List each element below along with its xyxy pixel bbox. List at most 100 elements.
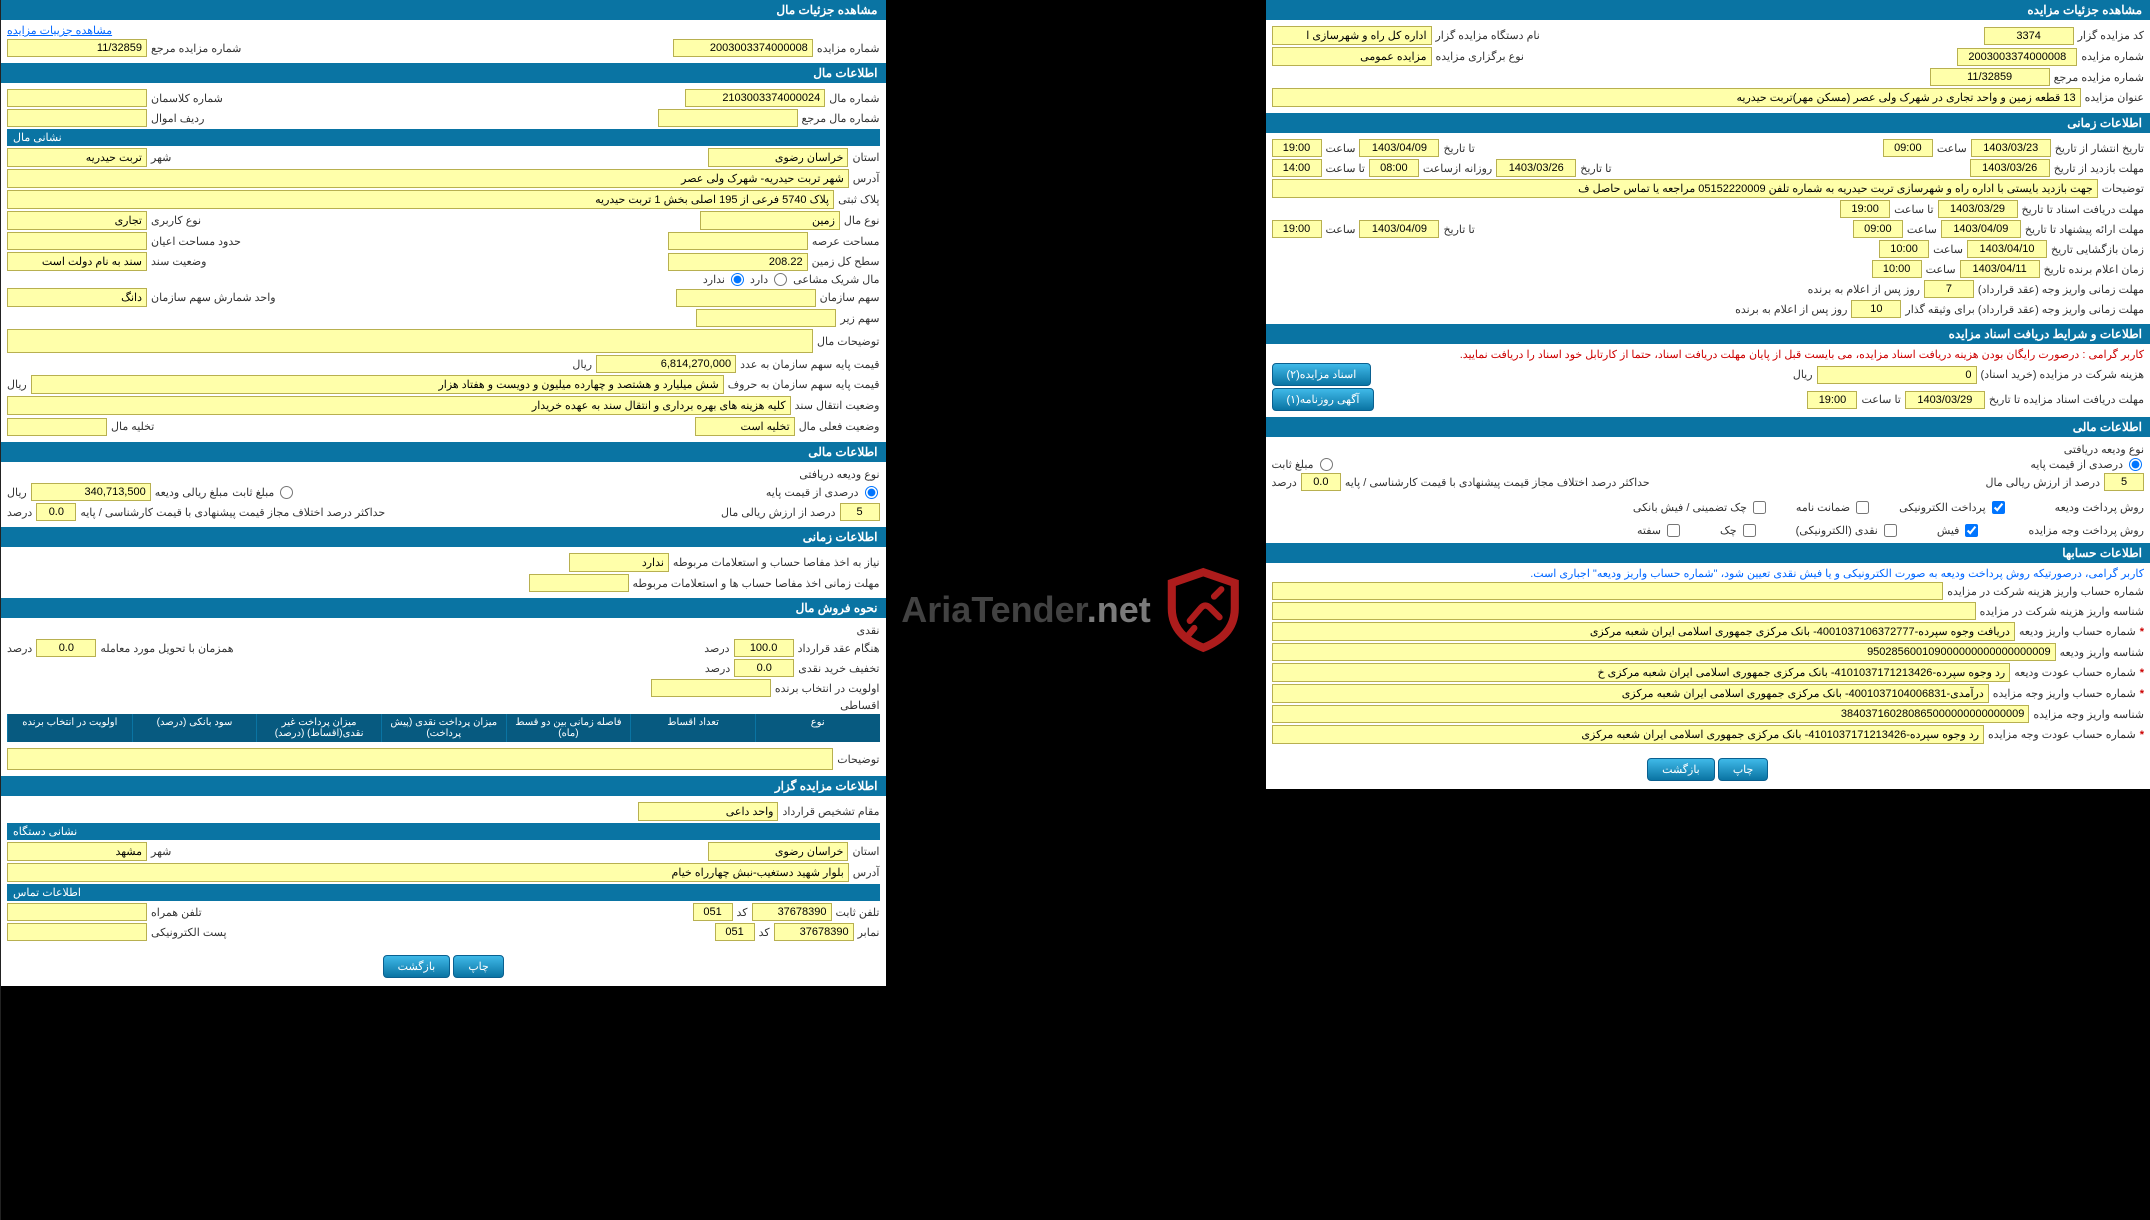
code-label: کد مزایده گزار	[2078, 29, 2144, 42]
org-field: اداره کل راه و شهرسازی ا	[1272, 26, 1432, 45]
mal-num-label: شماره مال	[829, 92, 879, 105]
priceh-label: قیمت پایه سهم سازمان به حروف	[728, 378, 880, 391]
newspaper-button[interactable]: آگهی روزنامه(١)	[1272, 388, 1375, 411]
prov-field: خراسان رضوی	[708, 148, 848, 167]
below-field	[696, 309, 836, 327]
cost-label: هزینه شرکت در مزایده (خرید اسناد)	[1981, 368, 2144, 381]
left-basepct-radio[interactable]	[865, 486, 878, 499]
details-header: مشاهده جزئیات مزایده	[1266, 0, 2150, 20]
docs-button[interactable]: اسناد مزایده(٢)	[1272, 363, 1372, 386]
acc8-label: شماره حساب عودت وجه مزایده	[1988, 728, 2136, 741]
discount-label: تخفیف خرید نقدی	[798, 662, 879, 675]
left-auction-num-label: شماره مزایده	[817, 42, 880, 55]
acc6-label: شماره حساب واریز وجه مزایده	[1993, 687, 2136, 700]
fax-field: 37678390	[774, 923, 854, 941]
publish-from-time: 09:00	[1883, 139, 1933, 157]
vacate-label: تخلیه مال	[111, 420, 154, 433]
mal-header: مشاهده جزئیات مال	[1, 0, 886, 20]
electronic-check[interactable]	[1992, 501, 2005, 514]
notes-label: توضیحات	[837, 753, 879, 766]
fax-code-field: 051	[715, 923, 755, 941]
daily-to: 14:00	[1272, 159, 1322, 177]
plak-label: پلاک ثبتی	[838, 193, 879, 206]
fixed-radio[interactable]	[1320, 458, 1333, 471]
addr-field: شهر تربت حیدریه- شهرک ولی عصر	[7, 169, 849, 188]
doc-deadline-label: مهلت دریافت اسناد تا تاریخ	[2022, 203, 2144, 216]
print-button[interactable]: چاپ	[1718, 758, 1769, 781]
org-label: نام دستگاه مزایده گزار	[1436, 29, 1540, 42]
mosha-label: مال شریک مشاعی	[793, 273, 879, 286]
use-field: تجاری	[7, 211, 147, 230]
acc2-label: شناسه واریز هزینه شرکت در مزایده	[1980, 605, 2144, 618]
ref-field: 11/32859	[1930, 68, 2050, 86]
left-back-button[interactable]: بازگشت	[383, 955, 451, 978]
status-field: سند به نام دولت است	[7, 252, 147, 271]
transfer-label: وضعیت انتقال سند	[795, 399, 880, 412]
dep-label: مبلغ ریالی ودیعه	[155, 486, 229, 499]
below-label: سهم زیر	[840, 312, 879, 325]
city-field: تربت حیدریه	[7, 148, 147, 167]
bank-check[interactable]	[1753, 501, 1766, 514]
fish-check[interactable]	[1965, 524, 1978, 537]
city-label: شهر	[151, 151, 171, 164]
accounts-header: اطلاعات حسابها	[1266, 543, 2150, 563]
publish-from-label: تاریخ انتشار از تاریخ	[2055, 142, 2144, 155]
visit-from-label: مهلت بازدید از تاریخ	[2054, 162, 2144, 175]
auction-type-label: نوع برگزاری مزایده	[1436, 50, 1524, 63]
pay-deadline-field: 7	[1924, 280, 1974, 298]
left-auction-num-field: 2003003374000008	[673, 39, 813, 57]
phone-code-field: 051	[693, 903, 733, 921]
mosha-no-radio[interactable]	[731, 273, 744, 286]
cash-elec-check[interactable]	[1884, 524, 1897, 537]
maf-time-field	[529, 574, 629, 592]
land-field: 208.22	[668, 253, 808, 271]
mal-num-field: 2103003374000024	[685, 89, 825, 107]
acc2-field	[1272, 602, 1976, 620]
area-field	[668, 232, 808, 250]
org-addr-sub-header: نشانی دستگاه	[7, 823, 880, 840]
publish-from-date: 1403/03/23	[1971, 139, 2051, 157]
maf-label: نیاز به اخذ مفاصا حساب و استعلامات مربوط…	[673, 556, 880, 569]
left-fin-header: اطلاعات مالی	[1, 442, 886, 462]
fax-label: نمابر	[858, 926, 880, 939]
installments-label: اقساطی	[840, 699, 879, 712]
daily-label: روزانه ازساعت	[1423, 162, 1492, 175]
left-arzpct-field: 5	[840, 503, 880, 521]
position-field: واحد داعی	[638, 802, 778, 821]
priority-field	[651, 679, 771, 697]
doc-date-label: مهلت دریافت اسناد مزایده تا تاریخ	[1989, 393, 2144, 406]
mobile-label: تلفن همراه	[151, 906, 202, 919]
cost-field: 0	[1817, 366, 1977, 384]
acc4-field: 950285600109000000000000000009	[1272, 643, 2056, 661]
sale-header: نحوه فروش مال	[1, 598, 886, 618]
unit-field: دانگ	[7, 288, 147, 307]
base-pct-radio[interactable]	[2129, 458, 2142, 471]
mosha-has-radio[interactable]	[774, 273, 787, 286]
collateral-deadline-label: مهلت زمانی واریز وجه (عقد قرارداد) برای …	[1905, 303, 2144, 316]
value-pct-field: 5	[2104, 473, 2144, 491]
area-label: مساحت عرصه	[812, 235, 880, 248]
guarantee-check[interactable]	[1856, 501, 1869, 514]
left-print-button[interactable]: چاپ	[453, 955, 504, 978]
maltype-label: نوع مال	[844, 214, 880, 227]
left-time-header: اطلاعات زمانی	[1, 527, 886, 547]
details-link[interactable]: مشاهده جزییات مزایده	[7, 25, 112, 37]
back-button[interactable]: بازگشت	[1647, 758, 1715, 781]
prov-label: استان	[852, 151, 879, 164]
discount-field: 0.0	[734, 659, 794, 677]
price-field: 6,814,270,000	[596, 355, 736, 373]
plak-field: پلاک 5740 فرعی از 195 اصلی بخش 1 تربت حی…	[7, 190, 834, 209]
cheque-check[interactable]	[1743, 524, 1756, 537]
finance-header: اطلاعات مالی	[1266, 417, 2150, 437]
class-field	[7, 89, 147, 107]
docs-header: اطلاعات و شرایط دریافت اسناد مزایده	[1266, 324, 2150, 344]
desc-label: توضیحات	[2102, 182, 2144, 195]
acc8-field: رد وجوه سپرده-4101037171213426- بانک مرک…	[1272, 725, 1985, 744]
safte-check[interactable]	[1667, 524, 1680, 537]
acc1-field	[1272, 582, 1944, 600]
dep-field: 340,713,500	[31, 483, 151, 501]
sahm-label: سهم سازمان	[820, 291, 880, 304]
left-fixed-radio[interactable]	[280, 486, 293, 499]
acc6-field: درآمدی-4001037104006831- بانک مرکزی جمهو…	[1272, 684, 1989, 703]
current-label: وضعیت فعلی مال	[799, 420, 880, 433]
